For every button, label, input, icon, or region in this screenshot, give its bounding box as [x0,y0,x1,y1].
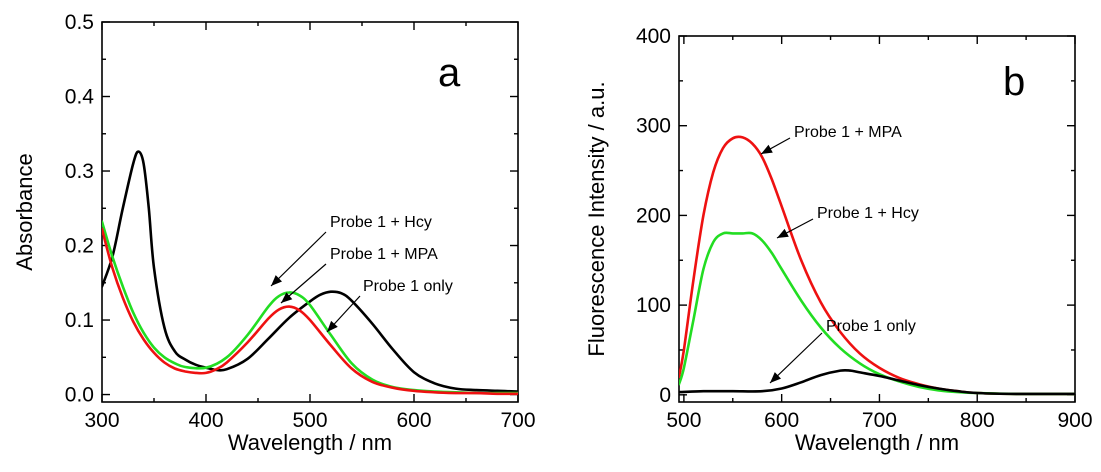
chart-panel-b: 500 600 700 800 900 0 100 200 300 400 Wavelength /… [584,25,1093,455]
y-tick-label: 0.0 [65,384,94,407]
x-axis-label: Wavelength / nm [228,430,392,455]
annotation-label: Probe 1 + MPA [794,124,902,141]
x-tick-label: 700 [862,409,897,432]
annotation-arrow [769,332,823,384]
annotation-arrowhead [327,320,338,332]
series-line-probe-1-only [102,150,518,393]
x-tick-label: 600 [396,409,431,432]
annotation-label: Probe 1 + MPA [330,246,438,263]
panel-letter: b [1003,60,1025,104]
panel-letter: a [438,51,461,95]
x-tick-label: 500 [666,409,701,432]
series-line-probe-1-mpa [102,227,518,396]
y-tick-label: 0.5 [65,11,94,34]
annotation-arrowhead [761,144,773,154]
annotation-arrowhead [281,292,293,303]
annotation-arrowhead [777,228,789,238]
y-tick-label: 300 [636,115,671,138]
series-line-probe-1-mpa [679,135,1075,396]
x-tick-label: 300 [84,409,119,432]
series-line-probe-1-only [679,368,1075,396]
y-tick-label: 0.3 [65,160,94,183]
x-axis-label: Wavelength / nm [795,430,959,455]
plot-frame [678,35,1076,403]
y-tick-label: 0.1 [65,309,94,332]
annotation-label: Probe 1 + Hcy [330,214,432,231]
x-tick-label: 800 [960,409,995,432]
x-tick-label: 500 [292,409,327,432]
y-tick-label: 0.2 [65,235,94,258]
y-tick-label: 200 [636,204,671,227]
y-axis-label: Absorbance [12,153,37,270]
y-axis-label: Fluorescence Intensity / a.u. [584,81,609,356]
x-tick-label: 600 [764,409,799,432]
x-tick-label: 700 [500,409,535,432]
y-tick-label: 0.4 [65,86,95,109]
annotation-arrowhead [770,372,781,383]
chart-panel-a: 300 400 500 600 700 0.0 0.1 0.2 0.3 0.4 0.5 Wavelen… [12,11,536,455]
x-tick-label: 400 [188,409,223,432]
y-tick-label: 0 [659,384,671,407]
y-tick-label: 400 [636,25,671,48]
annotation-arrowhead [271,275,282,286]
y-tick-label: 100 [636,294,671,317]
annotation-label: Probe 1 + Hcy [817,205,919,222]
x-tick-label: 900 [1057,409,1092,432]
annotation-arrow [270,231,327,287]
annotation-label: Probe 1 only [363,278,453,295]
annotation-label: Probe 1 only [826,318,916,335]
series-line-probe-1-hcy [679,231,1075,396]
